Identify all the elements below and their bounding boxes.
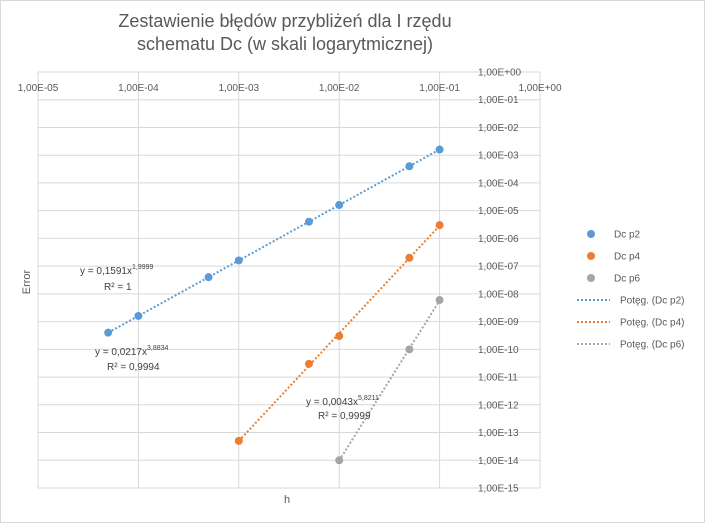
trendline [338,299,441,462]
legend-marker [587,274,595,282]
y-tick-label: 1,00E-13 [478,428,519,439]
data-point [204,273,213,282]
data-point [234,436,243,445]
x-axis-title: h [284,494,290,506]
data-point [435,221,444,230]
legend-marker [587,230,595,238]
trendline-equation: y = 0,0217x3,8834 [95,345,169,358]
y-tick-label: 1,00E-03 [478,151,519,162]
x-tick-label: 1,00E-04 [118,83,159,94]
legend-label: Potęg. (Dc p2) [620,296,684,307]
y-tick-label: 1,00E-14 [478,456,519,467]
y-tick-label: 1,00E-07 [478,262,519,273]
trendline-r2: R² = 1 [104,282,132,293]
y-tick-label: 1,00E-08 [478,289,519,300]
y-tick-label: 1,00E-02 [478,123,519,134]
y-tick-label: 1,00E-05 [478,206,519,217]
y-tick-label: 1,00E-12 [478,400,519,411]
data-point [234,256,243,265]
legend-label: Dc p2 [614,230,641,241]
y-axis-title: Error [21,269,33,294]
y-tick-label: 1,00E-11 [478,373,518,384]
data-point [405,345,414,354]
trendline-equation: y = 0,1591x1,9999 [80,264,154,277]
data-point [134,311,143,320]
trendline-equation: y = 0,0043x5,8211 [306,395,379,408]
data-point [335,456,344,465]
data-point [104,328,113,337]
y-tick-label: 1,00E-04 [478,178,519,189]
legend-marker [587,252,595,260]
data-point [435,145,444,154]
y-tick-label: 1,00E-10 [478,345,519,356]
y-tick-label: 1,00E+00 [478,68,522,79]
x-tick-label: 1,00E-02 [319,83,360,94]
trendline-r2: R² = 0,9994 [107,362,160,373]
data-point [335,201,344,210]
x-tick-label: 1,00E-05 [18,83,59,94]
x-tick-label: 1,00E-03 [219,83,260,94]
x-tick-label: 1,00E-01 [419,83,460,94]
data-point [335,332,344,341]
legend-label: Potęg. (Dc p4) [620,318,684,329]
data-point [304,217,313,226]
data-point [405,253,414,262]
chart-title: Zestawienie błędów przybliżeń dla I rzęd… [118,11,452,54]
legend-label: Potęg. (Dc p6) [620,340,684,351]
y-tick-label: 1,00E-15 [478,484,519,495]
legend-label: Dc p6 [614,274,641,285]
trendline [238,224,441,442]
y-tick-label: 1,00E-06 [478,234,519,245]
legend-label: Dc p4 [614,252,641,263]
data-point [304,359,313,368]
y-tick-label: 1,00E-09 [478,317,519,328]
y-tick-label: 1,00E-01 [478,95,519,106]
trendline [107,148,441,334]
x-tick-label: 1,00E+00 [518,83,562,94]
trendline-r2: R² = 0,9999 [318,411,371,422]
data-point [435,296,444,305]
data-point [405,162,414,171]
